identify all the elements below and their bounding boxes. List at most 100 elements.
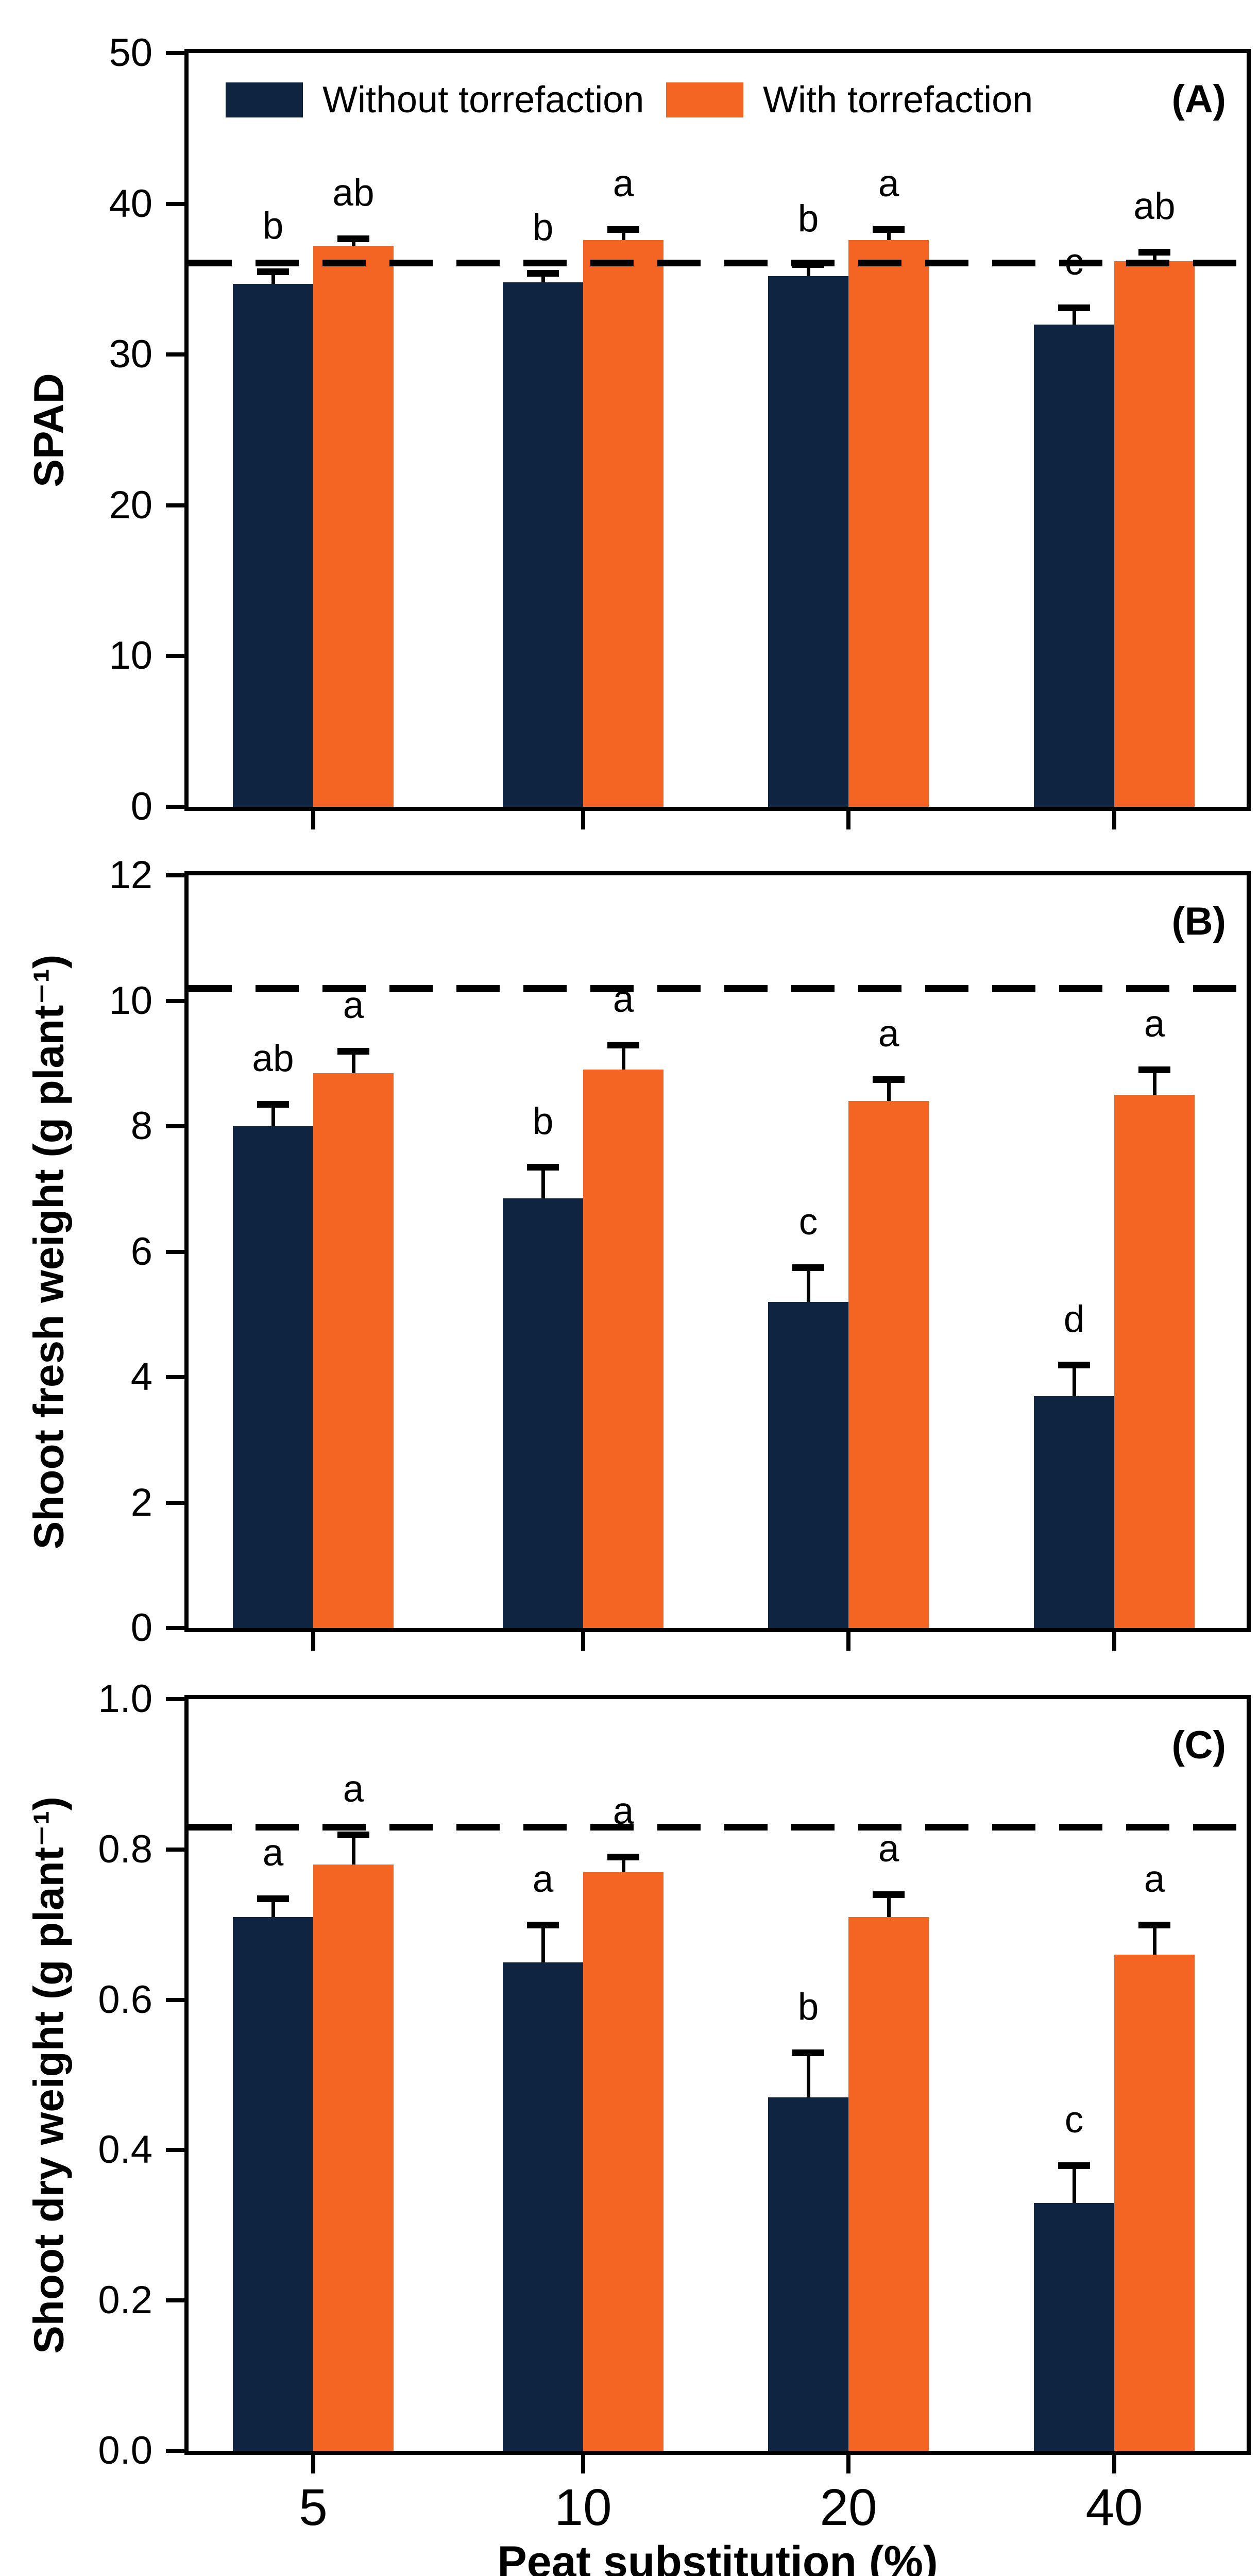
y-axis-tick xyxy=(166,201,184,206)
y-axis-tick-label: 30 xyxy=(109,332,152,377)
bar-without-torrefaction xyxy=(233,1126,313,1628)
y-axis-tick-label: 0 xyxy=(130,1606,152,1650)
significance-letter: b xyxy=(532,1100,554,1143)
significance-letter: ab xyxy=(1133,185,1176,228)
y-axis-title-spad: SPAD xyxy=(25,372,72,487)
bar-with-torrefaction xyxy=(848,1917,929,2451)
x-axis-tick xyxy=(311,811,315,829)
y-axis-tick xyxy=(166,1124,184,1128)
significance-letter: ab xyxy=(252,1038,294,1080)
bar-without-torrefaction xyxy=(503,1198,583,1628)
y-axis-tick-label: 0.6 xyxy=(98,1977,152,2022)
error-bar-cap xyxy=(527,270,559,277)
error-bar-stem xyxy=(541,273,545,282)
y-axis-tick-label: 1.0 xyxy=(98,1677,152,1721)
y-axis-tick xyxy=(166,1500,184,1505)
error-bar-stem xyxy=(621,1044,625,1070)
y-axis-tick-label: 40 xyxy=(109,181,152,226)
error-bar-cap xyxy=(873,226,905,233)
dashed-reference-line xyxy=(189,1824,1247,1831)
error-bar-stem xyxy=(887,1079,891,1101)
y-axis-tick xyxy=(166,1997,184,2002)
dashed-reference-line xyxy=(189,985,1247,992)
bar-with-torrefaction xyxy=(1114,1095,1195,1628)
error-bar-cap xyxy=(1138,1921,1170,1928)
x-axis-tick-label: 20 xyxy=(820,2479,877,2536)
y-axis-tick-label: 2 xyxy=(130,1480,152,1524)
significance-letter: b xyxy=(797,197,819,240)
legend-swatch-with-torrefaction-icon xyxy=(666,82,743,117)
error-bar-stem xyxy=(541,1167,545,1198)
x-axis-tick xyxy=(1112,1632,1116,1651)
bar-without-torrefaction xyxy=(1034,324,1114,807)
y-axis-tick xyxy=(166,1626,184,1630)
y-axis-tick xyxy=(166,1249,184,1254)
error-bar-stem xyxy=(806,2052,810,2098)
error-bar-cap xyxy=(1058,1361,1090,1368)
error-bar-stem xyxy=(271,272,275,284)
legend-label-without-torrefaction: Without torrefaction xyxy=(322,79,644,121)
y-axis-tick xyxy=(166,2449,184,2453)
legend-swatch-without-torrefaction-icon xyxy=(226,82,303,117)
bar-with-torrefaction xyxy=(313,1864,394,2451)
y-axis-tick xyxy=(166,873,184,877)
significance-letter: b xyxy=(797,1986,819,2028)
bar-with-torrefaction xyxy=(848,1101,929,1628)
error-bar-stem xyxy=(1072,1364,1076,1396)
error-bar-cap xyxy=(337,1831,369,1838)
y-axis-tick-label: 0.2 xyxy=(98,2278,152,2323)
error-bar-stem xyxy=(541,1924,545,1962)
significance-letter: a xyxy=(878,1012,899,1055)
x-axis-tick xyxy=(581,811,585,829)
dashed-reference-line xyxy=(189,259,1247,266)
y-axis-tick-label: 6 xyxy=(130,1229,152,1274)
error-bar-stem xyxy=(1152,1070,1156,1095)
bar-without-torrefaction xyxy=(768,2097,848,2451)
error-bar-cap xyxy=(873,1891,905,1899)
y-axis-tick-label: 0.4 xyxy=(98,2128,152,2172)
y-axis-tick xyxy=(166,654,184,658)
y-axis-tick-label: 0 xyxy=(130,785,152,828)
y-axis-tick-label: 12 xyxy=(109,853,152,897)
y-axis-tick xyxy=(166,2148,184,2153)
error-bar-cap xyxy=(873,1076,905,1083)
error-bar-cap xyxy=(527,1164,559,1171)
significance-letter: a xyxy=(878,1828,899,1870)
bar-with-torrefaction xyxy=(1114,1955,1195,2451)
bar-with-torrefaction xyxy=(583,1070,663,1628)
significance-letter: a xyxy=(878,163,899,205)
error-bar-stem xyxy=(271,1104,275,1126)
significance-letter: c xyxy=(1064,2098,1084,2141)
error-bar-cap xyxy=(607,1854,639,1861)
error-bar-cap xyxy=(1138,249,1170,256)
x-axis-tick xyxy=(311,1632,315,1651)
legend-item-without-torrefaction: Without torrefaction xyxy=(226,80,644,120)
error-bar-cap xyxy=(257,1101,289,1108)
y-axis-tick-label: 4 xyxy=(130,1355,152,1399)
x-axis-tick xyxy=(846,1632,850,1651)
error-bar-cap xyxy=(1058,2162,1090,2169)
x-axis-tick-label: 10 xyxy=(554,2479,612,2536)
error-bar-stem xyxy=(887,229,891,240)
bar-without-torrefaction xyxy=(768,276,848,807)
x-axis-tick xyxy=(1112,2455,1116,2473)
y-axis-tick xyxy=(166,352,184,357)
error-bar-stem xyxy=(621,229,625,240)
error-bar-cap xyxy=(257,1895,289,1902)
legend-label-with-torrefaction: With torrefaction xyxy=(763,79,1033,121)
bar-with-torrefaction xyxy=(583,1872,663,2451)
error-bar-stem xyxy=(1072,2165,1076,2203)
x-axis-tick xyxy=(581,1632,585,1651)
significance-letter: d xyxy=(1063,1298,1085,1340)
y-axis-tick xyxy=(166,51,184,55)
error-bar-cap xyxy=(337,235,369,242)
bar-with-torrefaction xyxy=(313,1073,394,1628)
bar-with-torrefaction xyxy=(1114,261,1195,807)
y-axis-tick xyxy=(166,1847,184,1852)
significance-letter: ab xyxy=(332,172,375,214)
bar-without-torrefaction xyxy=(1034,2202,1114,2451)
x-axis-title: Peat substitution (%) xyxy=(497,2537,938,2576)
significance-letter: a xyxy=(262,1832,284,1874)
panel-a-plot-area: Without torrefaction With torrefaction (… xyxy=(109,31,1251,829)
